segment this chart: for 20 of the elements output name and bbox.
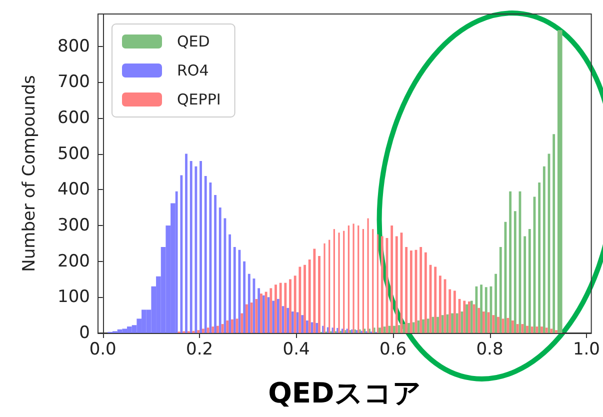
y-tick-label: 200	[58, 251, 90, 272]
legend-label: QED	[177, 32, 210, 50]
x-tick-label: 0.8	[476, 340, 504, 360]
legend-label: QEPPI	[177, 90, 221, 108]
y-tick-label: 800	[58, 36, 90, 56]
y-tick-label: 700	[58, 72, 90, 92]
legend-label: RO4	[177, 62, 209, 80]
x-tick-label: 0.6	[380, 340, 407, 360]
y-tick-label: 600	[58, 108, 90, 128]
y-tick-label: 100	[58, 287, 90, 308]
x-tick-label: 0.2	[186, 340, 214, 360]
x-tick-label: 0.4	[282, 340, 310, 360]
x-axis-title: QEDスコア	[268, 376, 422, 410]
y-tick-label: 300	[58, 215, 90, 236]
y-tick-label: 0	[79, 323, 90, 343]
x-tick-label: 1.0	[572, 340, 600, 360]
y-axis-title: Number of Compounds	[20, 75, 40, 272]
y-tick-label: 500	[58, 144, 90, 164]
y-tick-label: 400	[58, 180, 90, 200]
x-tick-label: 0.0	[89, 340, 116, 360]
